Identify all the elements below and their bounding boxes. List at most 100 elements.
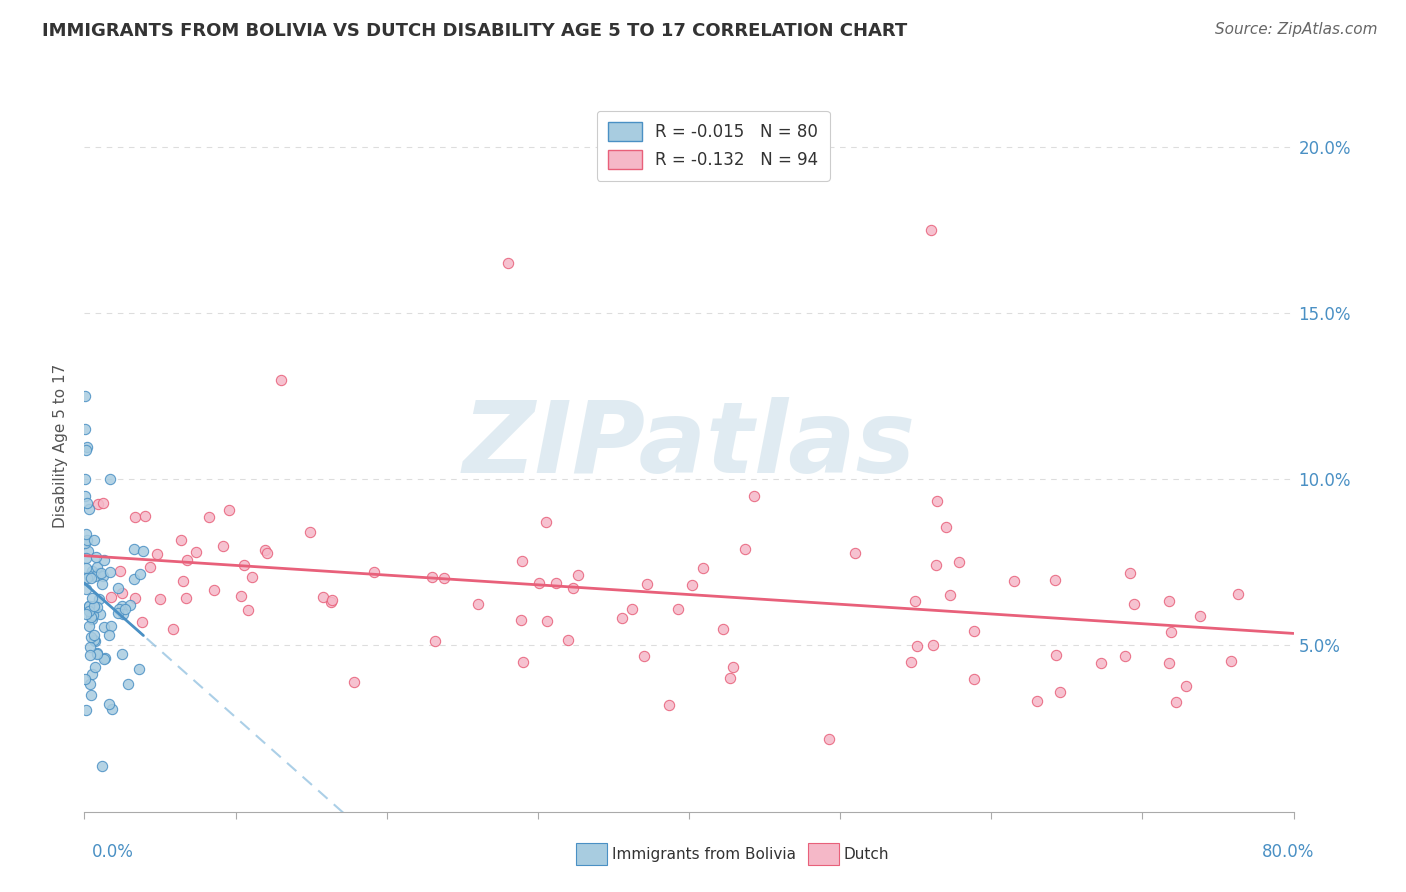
Point [311, 590, 333, 604]
Point [83, 634, 105, 648]
Point [75, 389, 97, 403]
Point [170, 533, 193, 548]
Point [76, 533, 98, 548]
Point [75, 536, 97, 550]
Point [100, 618, 122, 632]
Point [1160, 625, 1182, 640]
Point [184, 545, 207, 559]
Point [920, 223, 942, 237]
Point [240, 570, 263, 584]
Point [83, 628, 105, 642]
Point [75, 489, 97, 503]
Point [176, 552, 198, 566]
Point [921, 638, 943, 652]
Point [711, 622, 734, 636]
Point [363, 565, 385, 579]
Point [83, 632, 105, 647]
Point [132, 544, 155, 558]
Text: 80.0%: 80.0% [1263, 843, 1315, 861]
Point [75, 527, 97, 541]
Text: 0.0%: 0.0% [91, 843, 134, 861]
Point [718, 671, 741, 685]
Point [82, 591, 104, 605]
Point [75, 702, 97, 716]
Point [91, 569, 114, 583]
Point [939, 588, 962, 602]
Point [79, 640, 101, 654]
Point [935, 520, 957, 534]
Point [80, 610, 103, 624]
Point [83, 533, 105, 547]
Point [423, 634, 446, 648]
Point [98, 472, 121, 486]
Point [117, 677, 139, 691]
Point [692, 561, 714, 575]
Point [544, 575, 567, 590]
Point [128, 662, 150, 676]
Point [75, 672, 97, 686]
Point [633, 648, 655, 663]
Point [963, 672, 986, 686]
Text: ZIPatlas: ZIPatlas [463, 398, 915, 494]
Point [107, 602, 129, 616]
Point [75, 550, 97, 565]
Point [1188, 609, 1211, 624]
Point [321, 593, 343, 607]
Point [734, 541, 756, 556]
Point [254, 543, 277, 558]
Point [97, 628, 120, 642]
Point [77, 605, 100, 619]
Point [84, 660, 107, 674]
Point [75, 442, 97, 457]
Point [343, 675, 366, 690]
Point [118, 598, 141, 612]
Point [925, 558, 948, 573]
Point [75, 582, 97, 596]
Point [108, 564, 131, 578]
Point [77, 599, 100, 614]
Point [666, 602, 689, 616]
Point [1049, 684, 1071, 698]
Point [512, 655, 534, 669]
Point [112, 607, 135, 622]
Point [86, 646, 108, 660]
Point [218, 503, 240, 517]
Point [111, 647, 134, 661]
Point [256, 546, 278, 560]
Point [1090, 656, 1112, 670]
Point [91, 496, 114, 510]
Point [610, 610, 633, 624]
Point [510, 553, 533, 567]
Point [86, 647, 108, 661]
Point [496, 256, 519, 270]
Point [75, 561, 97, 575]
Point [77, 502, 100, 516]
Point [93, 553, 115, 567]
Point [658, 698, 681, 712]
Point [79, 648, 101, 663]
Y-axis label: Disability Age 5 to 17: Disability Age 5 to 17 [53, 364, 69, 528]
Point [145, 547, 167, 561]
Point [1175, 680, 1198, 694]
Point [176, 591, 198, 605]
Point [94, 650, 117, 665]
Point [1159, 656, 1181, 670]
Point [172, 574, 194, 589]
Point [111, 586, 134, 600]
Point [844, 546, 866, 560]
Point [79, 599, 101, 613]
Point [567, 568, 589, 582]
Point [963, 624, 986, 639]
Point [319, 595, 342, 609]
Point [124, 591, 146, 606]
Point [76, 496, 98, 510]
Point [93, 652, 115, 666]
Point [80, 630, 103, 644]
Point [527, 576, 550, 591]
Point [907, 639, 929, 653]
Point [1220, 654, 1243, 668]
Point [1119, 566, 1142, 580]
Point [1114, 648, 1136, 663]
Point [86, 600, 108, 615]
Point [212, 539, 235, 553]
